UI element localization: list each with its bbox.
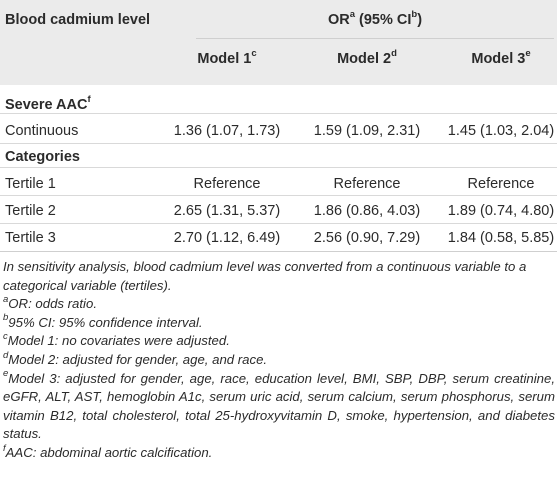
or-group-header: ORa (95% CIb) bbox=[327, 9, 423, 28]
header-divider bbox=[196, 38, 554, 39]
row-label-tertile1: Tertile 1 bbox=[5, 176, 56, 192]
footnote-c: cModel 1: no covariates were adjusted. bbox=[3, 330, 230, 349]
row-label-header: Blood cadmium level bbox=[5, 12, 151, 28]
cell-continuous-model2: 1.59 (1.09, 2.31) bbox=[313, 123, 421, 139]
model3-header: Model 3e bbox=[471, 48, 531, 67]
row-label-tertile3: Tertile 3 bbox=[5, 230, 56, 246]
cell-continuous-model1: 1.36 (1.07, 1.73) bbox=[173, 123, 281, 139]
table-footnotes: In sensitivity analysis, blood cadmium l… bbox=[3, 258, 555, 463]
row-divider bbox=[0, 143, 557, 144]
footnote-a: aOR: odds ratio. bbox=[3, 293, 97, 312]
cell-tertile2-model1: 2.65 (1.31, 5.37) bbox=[173, 203, 281, 219]
cell-tertile3-model2: 2.56 (0.90, 7.29) bbox=[313, 230, 421, 246]
row-label-continuous: Continuous bbox=[5, 123, 79, 139]
row-label-tertile2: Tertile 2 bbox=[5, 203, 56, 219]
footnote-b: b95% CI: 95% confidence interval. bbox=[3, 312, 203, 330]
footnote-f: fAAC: abdominal aortic calcification. bbox=[3, 442, 213, 460]
cell-tertile2-model2: 1.86 (0.86, 4.03) bbox=[313, 203, 421, 219]
model2-header: Model 2d bbox=[337, 48, 397, 67]
cell-tertile2-model3: 1.89 (0.74, 4.80) bbox=[447, 203, 555, 219]
footnote-d: dModel 2: adjusted for gender, age, and … bbox=[3, 349, 268, 367]
cell-continuous-model3: 1.45 (1.03, 2.04) bbox=[447, 123, 555, 139]
section-categories: Categories bbox=[5, 149, 80, 165]
cell-tertile1-model3: Reference bbox=[467, 176, 535, 192]
row-divider bbox=[0, 195, 557, 196]
table-bottom-rule bbox=[0, 251, 557, 252]
cell-tertile3-model1: 2.70 (1.12, 6.49) bbox=[173, 230, 281, 246]
footnote-intro: In sensitivity analysis, blood cadmium l… bbox=[3, 259, 527, 293]
cell-tertile1-model1: Reference bbox=[193, 176, 261, 192]
section-severe-aac: Severe AACf bbox=[5, 94, 91, 113]
cell-tertile3-model3: 1.84 (0.58, 5.85) bbox=[447, 230, 555, 246]
model1-header: Model 1c bbox=[197, 48, 257, 67]
table-header bbox=[0, 0, 557, 85]
row-divider bbox=[0, 113, 557, 114]
footnote-e: eModel 3: adjusted for gender, age, race… bbox=[3, 368, 555, 442]
cell-tertile1-model2: Reference bbox=[333, 176, 401, 192]
row-divider bbox=[0, 167, 557, 168]
row-divider bbox=[0, 223, 557, 224]
